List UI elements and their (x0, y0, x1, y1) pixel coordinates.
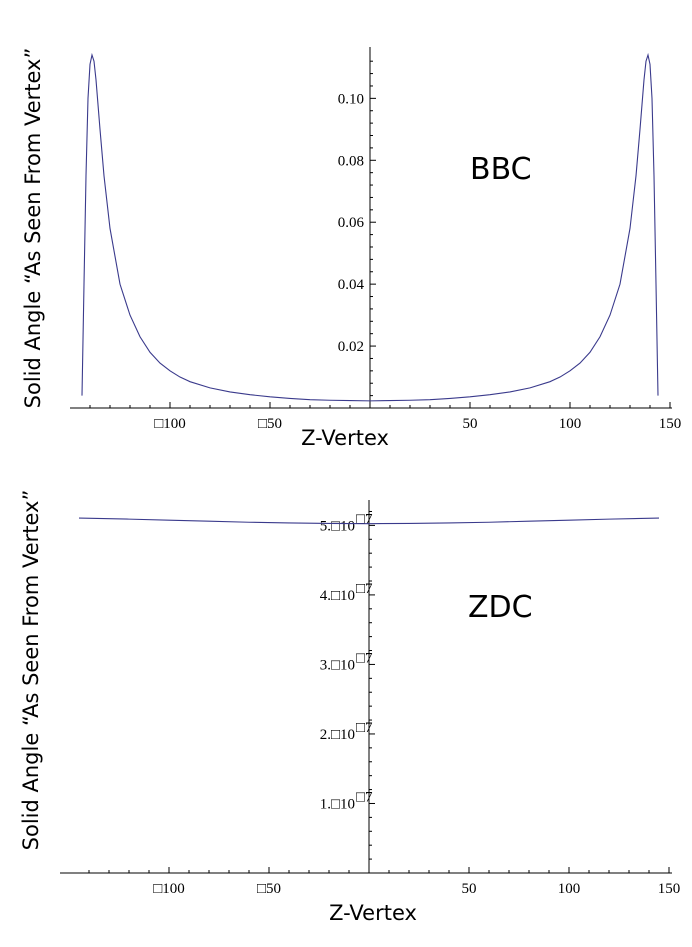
zdc-chart: Solid Angle “As Seen From Vertex” Z-Vert… (19, 490, 680, 925)
y-tick-exponent: □7 (356, 650, 373, 666)
x-tick-label: 50 (463, 416, 478, 432)
x-tick-label: 150 (658, 881, 681, 897)
zdc-axes (60, 500, 672, 874)
y-tick-label: 0.02 (338, 339, 364, 355)
bbc-ticks (89, 60, 671, 408)
zdc-x-axis-title: Z-Vertex (329, 901, 417, 925)
zdc-label: ZDC (468, 590, 533, 625)
bbc-label: BBC (470, 152, 532, 187)
y-tick-label: 1.□10 (320, 796, 355, 812)
y-tick-exponent: □7 (356, 581, 373, 597)
x-tick-label: 100 (559, 416, 582, 432)
x-tick-label: □100 (154, 416, 186, 432)
zdc-y-tick-labels: 1.□10 □72.□10 □73.□10 □74.□10 □75.□10 □7 (320, 511, 373, 812)
bbc-y-axis-title: Solid Angle “As Seen From Vertex” (21, 48, 45, 409)
zdc-y-axis-title: Solid Angle “As Seen From Vertex” (19, 490, 43, 851)
y-tick-label: 3.□10 (320, 657, 355, 673)
y-tick-exponent: □7 (356, 789, 373, 805)
x-tick-label: 100 (558, 881, 581, 897)
y-tick-exponent: □7 (356, 720, 373, 736)
y-tick-label: 0.10 (338, 91, 364, 107)
zdc-ticks (88, 510, 670, 873)
y-tick-label: 0.08 (338, 153, 364, 169)
x-tick-label: □50 (258, 416, 282, 432)
bbc-x-tick-labels: □100 □50 50 100 150 (154, 416, 681, 432)
zdc-x-tick-labels: □100 □50 50 100 150 (153, 881, 680, 897)
x-tick-label: □100 (153, 881, 185, 897)
bbc-axes (70, 47, 672, 409)
y-tick-label: 4.□10 (320, 588, 355, 604)
y-tick-label: 0.04 (338, 277, 365, 293)
bbc-y-tick-labels: 0.02 0.04 0.06 0.08 0.10 (338, 91, 365, 355)
bbc-x-axis-title: Z-Vertex (301, 426, 389, 450)
bbc-chart: Solid Angle “As Seen From Vertex” Z-Vert… (21, 47, 681, 450)
bbc-series-line (81, 52, 659, 402)
zdc-series-line (78, 517, 660, 525)
x-tick-label: 50 (462, 881, 477, 897)
x-tick-label: □50 (257, 881, 281, 897)
x-tick-label: 150 (659, 416, 682, 432)
y-tick-label: 0.06 (338, 215, 365, 231)
y-tick-label: 5.□10 (320, 518, 355, 534)
y-tick-label: 2.□10 (320, 727, 355, 743)
y-tick-exponent: □7 (356, 511, 373, 527)
